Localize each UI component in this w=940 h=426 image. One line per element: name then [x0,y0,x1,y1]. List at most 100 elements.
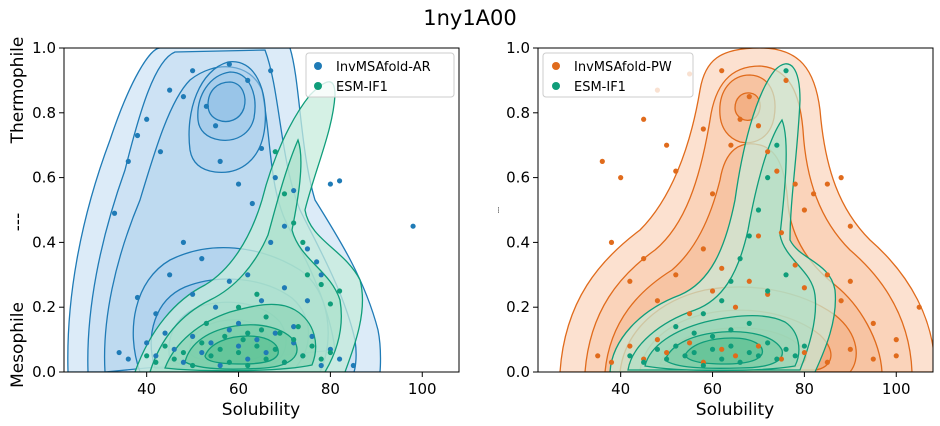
point-invmsafold-pw-53 [719,346,725,352]
point-invmsafold-ar-35 [258,298,265,304]
point-esm-if1-2 [765,175,771,181]
point-esm-if1-18 [199,340,205,346]
point-esm-if1-4 [746,233,752,239]
point-invmsafold-ar-43 [144,340,150,346]
point-invmsafold-pw-56 [778,356,785,362]
y-tick-label: 0.4 [506,233,530,251]
point-invmsafold-pw-60 [870,356,876,362]
point-invmsafold-pw-12 [746,94,752,100]
point-invmsafold-pw-46 [608,359,615,365]
point-esm-if1-38 [295,324,301,330]
left-panel: 40 60 80 100 0.00.20.40.60.81.0 Solubility … [8,37,460,420]
point-invmsafold-ar-57 [272,330,278,336]
right-legend-label-0: InvMSAfold-PW [574,60,672,75]
point-invmsafold-ar-11 [226,61,232,67]
point-invmsafold-ar-45 [162,330,168,336]
point-invmsafold-ar-32 [226,278,232,284]
point-esm-if1-26 [774,356,780,362]
point-invmsafold-ar-21 [318,272,324,278]
left-legend: InvMSAfold-AR ESM-IF1 [305,52,455,98]
point-invmsafold-pw-7 [700,126,706,132]
point-esm-if1-19 [208,353,214,359]
point-invmsafold-ar-1 [125,158,131,164]
point-esm-if1-9 [263,314,269,320]
left-legend-label-0: InvMSAfold-AR [336,60,431,75]
point-esm-if1-31 [691,330,697,336]
point-invmsafold-ar-33 [235,320,242,326]
point-invmsafold-pw-2 [641,116,647,122]
x-tick-label: 40 [611,380,630,398]
left-legend-label-1: ESM-IF1 [336,80,388,95]
right-axes-frame [537,47,934,373]
point-esm-if1-18 [700,362,706,369]
y-tick-label: 1.0 [32,39,56,57]
point-invmsafold-ar-29 [190,291,196,297]
point-invmsafold-ar-38 [291,324,297,330]
right-scatter-points [595,68,922,369]
point-esm-if1-24 [755,353,762,359]
point-invmsafold-ar-15 [258,145,265,152]
y-tick-label: 0.2 [32,298,56,316]
point-esm-if1-14 [664,356,670,362]
point-esm-if1-28 [291,337,297,343]
point-esm-if1-35 [240,337,246,343]
point-invmsafold-pw-22 [847,223,853,229]
point-esm-if1-17 [691,349,697,356]
point-esm-if1-13 [153,359,159,365]
point-invmsafold-pw-45 [595,353,601,359]
point-esm-if1-23 [746,349,752,356]
point-invmsafold-pw-51 [686,340,693,346]
point-invmsafold-pw-54 [732,353,739,359]
point-invmsafold-pw-16 [783,77,789,83]
point-invmsafold-ar-18 [281,223,288,229]
left-legend-marker-0 [314,62,322,70]
point-invmsafold-pw-32 [732,304,739,310]
point-esm-if1-25 [765,340,771,346]
y-tick-label: 0.2 [506,298,530,316]
point-invmsafold-pw-58 [824,359,830,365]
point-esm-if1-33 [203,320,209,326]
point-esm-if1-9 [765,288,771,294]
y-tick-label: 0.8 [506,104,530,122]
point-esm-if1-6 [327,301,333,307]
point-esm-if1-11 [245,330,251,336]
point-esm-if1-24 [254,343,260,349]
point-invmsafold-ar-27 [167,272,173,278]
point-esm-if1-27 [783,346,789,352]
point-invmsafold-ar-17 [272,175,278,181]
point-invmsafold-pw-23 [608,239,615,245]
point-esm-if1-10 [235,304,242,310]
point-invmsafold-pw-59 [847,346,853,352]
point-esm-if1-33 [728,327,734,333]
x-tick-label: 100 [408,380,437,398]
point-invmsafold-ar-30 [199,256,205,262]
point-invmsafold-pw-1 [618,175,624,181]
point-esm-if1-34 [746,320,752,326]
point-esm-if1-2 [291,220,297,226]
point-esm-if1-25 [263,356,269,362]
point-esm-if1-30 [673,324,679,330]
point-invmsafold-ar-42 [125,356,131,362]
point-esm-if1-10 [783,272,789,278]
point-invmsafold-ar-9 [212,123,219,129]
point-invmsafold-pw-40 [838,298,844,304]
point-invmsafold-pw-26 [654,298,661,304]
point-esm-if1-30 [309,343,315,349]
point-esm-if1-16 [180,349,187,356]
point-esm-if1-8 [254,291,260,297]
left-x-ticks: 40 60 80 100 [137,372,437,398]
point-invmsafold-pw-37 [792,262,798,268]
point-invmsafold-pw-55 [755,343,762,349]
right-x-ticks: 40 60 80 100 [611,372,911,398]
point-invmsafold-ar-49 [199,349,205,356]
y-tick-label: 0.6 [32,169,56,187]
point-invmsafold-pw-27 [673,272,679,278]
point-esm-if1-22 [235,349,242,356]
point-invmsafold-ar-56 [263,349,269,356]
x-tick-label: 80 [795,380,814,398]
right-density-contours [559,48,933,372]
left-kde-ar-top-ring3 [207,81,246,123]
point-invmsafold-ar-39 [304,298,311,304]
x-tick-label: 60 [229,380,248,398]
